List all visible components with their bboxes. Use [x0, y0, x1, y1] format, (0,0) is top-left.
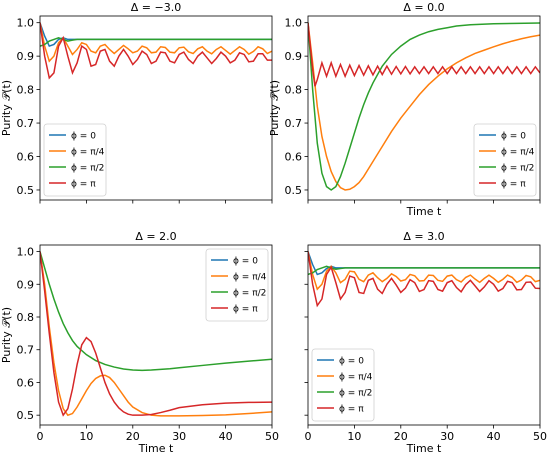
series-line-2 [40, 251, 272, 417]
legend-label: ϕ = π [501, 180, 526, 190]
x-tick-label: 30 [172, 430, 186, 443]
x-tick-label: 0 [305, 430, 312, 443]
series-line-2 [308, 22, 540, 191]
series-line-2 [308, 251, 540, 291]
series-line-3 [308, 265, 540, 276]
x-tick-label: 30 [440, 430, 454, 443]
panel-title: Δ = 3.0 [403, 230, 444, 243]
panel-title: Δ = −3.0 [131, 1, 181, 14]
series-line-4 [40, 22, 272, 80]
legend-label: ϕ = π [71, 180, 96, 190]
y-tick-label: 0.9 [17, 278, 35, 291]
x-tick-label: 50 [265, 430, 279, 443]
y-tick-label: 1.0 [17, 17, 35, 30]
x-tick-label: 10 [347, 430, 361, 443]
y-tick-label: 0.7 [17, 117, 35, 130]
plot-frame [39, 244, 273, 426]
y-tick-label: 0.7 [17, 344, 35, 357]
legend-label: ϕ = π/2 [233, 289, 266, 299]
x-tick-label: 20 [394, 430, 408, 443]
legend: ϕ = 0 ϕ = π/4 ϕ = π/2 ϕ = π [473, 123, 537, 197]
legend-label: ϕ = π [339, 405, 364, 415]
y-tick-label: 0.8 [285, 84, 303, 97]
panel-2: 0.5 0.6 0.7 0.8 0.9 1.0 Δ = 0.0 Time t Purity 𝒫(… [268, 1, 541, 218]
panel-title: Δ = 2.0 [135, 230, 176, 243]
series-line-4 [40, 251, 272, 417]
y-axis-label: Purity 𝒫(t) [0, 307, 13, 363]
x-tick-label: 50 [533, 430, 547, 443]
legend-label: ϕ = π/4 [233, 273, 267, 283]
series-line-3 [40, 251, 272, 372]
y-tick-label: 0.8 [17, 311, 35, 324]
series-line-3 [40, 36, 272, 47]
y-tick-label: 1.0 [285, 17, 303, 30]
series-line-4 [308, 251, 540, 308]
series-line-1 [308, 251, 540, 276]
y-tick-label: 0.6 [285, 151, 303, 164]
panel-3: 0.5 0.6 0.7 0.8 0.9 1.0 0 10 20 30 40 50 Δ = 2.0 Time… [0, 230, 279, 453]
legend: ϕ = 0 ϕ = π/4 ϕ = π/2 ϕ = π [205, 248, 269, 322]
y-tick-label: 0.7 [285, 117, 303, 130]
legend-label: ϕ = π/4 [71, 148, 105, 158]
legend: ϕ = 0 ϕ = π/4 ϕ = π/2 ϕ = π [43, 123, 107, 197]
legend-box [205, 248, 269, 322]
legend-box [43, 123, 107, 197]
legend-label: ϕ = 0 [501, 132, 526, 142]
series-line-3 [308, 22, 540, 191]
series-line-2 [40, 22, 272, 63]
x-tick-label: 0 [37, 430, 44, 443]
legend-label: ϕ = π/2 [71, 164, 104, 174]
y-tick-label: 0.9 [285, 50, 303, 63]
legend-label: ϕ = π [233, 305, 258, 315]
y-tick-label: 0.5 [17, 409, 35, 422]
legend-box [473, 123, 537, 197]
y-tick-label: 1.0 [17, 246, 35, 259]
panel-1: 0.5 0.6 0.7 0.8 0.9 1.0 Δ = −3.0 Purity 𝒫(t) ϕ =… [0, 1, 273, 204]
legend-label: ϕ = π/2 [501, 164, 534, 174]
x-tick-label: 10 [79, 430, 93, 443]
legend: ϕ = 0 ϕ = π/4 ϕ = π/2 ϕ = π [311, 348, 375, 422]
y-tick-label: 0.5 [285, 184, 303, 197]
series-line-1 [40, 22, 272, 48]
x-tick-label: 40 [487, 430, 501, 443]
plot-frame [307, 244, 541, 426]
x-axis-label: Time t [406, 442, 442, 453]
y-tick-label: 0.9 [17, 50, 35, 63]
y-tick-label: 0.8 [17, 84, 35, 97]
legend-label: ϕ = π/2 [339, 389, 372, 399]
y-tick-label: 0.5 [17, 184, 35, 197]
plot-frame [39, 15, 273, 201]
legend-box [311, 348, 375, 422]
y-tick-label: 0.6 [17, 376, 35, 389]
y-tick-label: 0.6 [17, 151, 35, 164]
panel-title: Δ = 0.0 [403, 1, 444, 14]
legend-label: ϕ = 0 [233, 257, 258, 267]
x-tick-label: 40 [219, 430, 233, 443]
x-axis-label: Time t [406, 205, 442, 218]
y-axis-label: Purity 𝒫(t) [268, 80, 281, 136]
legend-label: ϕ = π/4 [339, 373, 373, 383]
legend-label: ϕ = 0 [339, 357, 364, 367]
legend-label: ϕ = π/4 [501, 148, 535, 158]
x-axis-label: Time t [138, 442, 174, 453]
legend-label: ϕ = 0 [71, 132, 96, 142]
y-axis-label: Purity 𝒫(t) [0, 80, 13, 136]
plot-frame [307, 15, 541, 201]
series-line-4 [308, 22, 540, 87]
x-tick-label: 20 [126, 430, 140, 443]
